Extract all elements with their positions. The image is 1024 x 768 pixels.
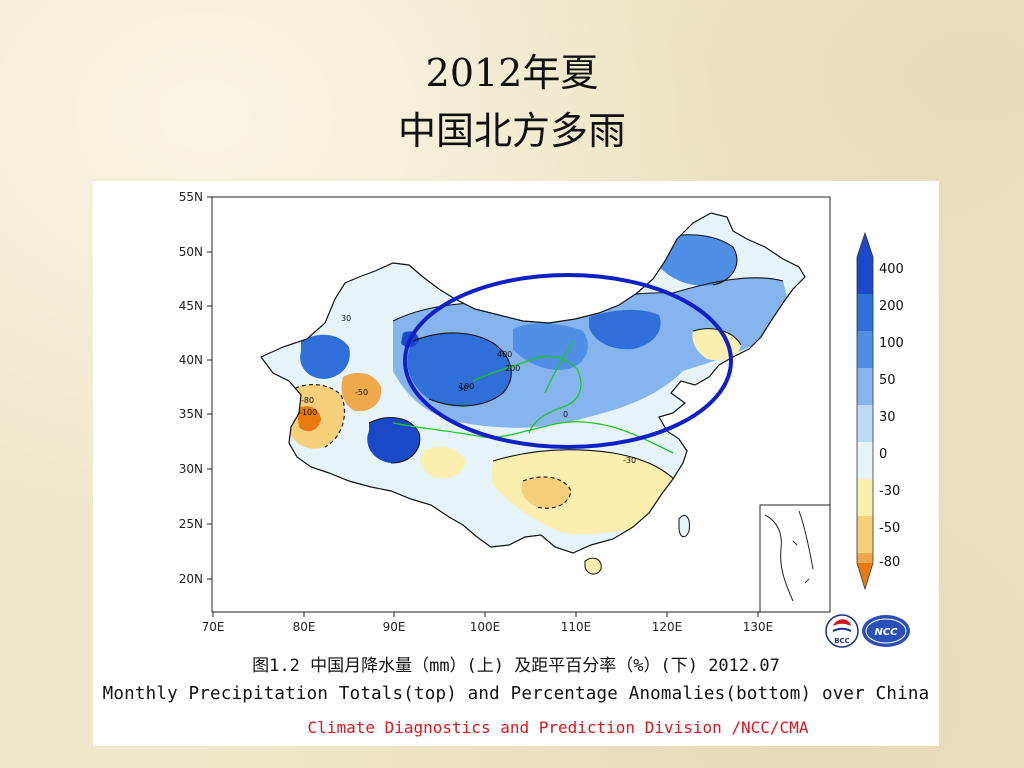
longitude-axis: 70E 80E 90E 100E 110E 120E 130E — [202, 612, 774, 634]
anomaly-region-south-core — [521, 476, 571, 509]
lat-tick-label: 45N — [179, 299, 203, 313]
lon-tick-label: 100E — [470, 620, 501, 634]
anomaly-region-south — [491, 449, 683, 535]
title-line-1: 2012年夏 — [425, 51, 599, 95]
lon-tick-label: 80E — [293, 620, 316, 634]
anomaly-region-west-dry — [297, 406, 321, 432]
lat-tick-label: 30N — [179, 462, 203, 476]
precipitation-map: 50 100 30 0 -30 -50 -80 200 400 -100 55N… — [179, 190, 910, 648]
lon-tick-label: 130E — [743, 620, 774, 634]
contour-label: 0 — [563, 410, 568, 419]
colorbar-label: -30 — [879, 484, 900, 499]
colorbar: 400 200 100 50 30 0 -30 -50 -80 — [856, 231, 904, 591]
lon-tick-label: 90E — [383, 620, 406, 634]
colorbar-segment — [857, 405, 873, 442]
ncc-logo: NCC — [862, 615, 910, 647]
contour-label: 200 — [505, 364, 520, 373]
colorbar-segment — [857, 516, 873, 553]
colorbar-segment — [857, 553, 873, 563]
colorbar-bottom-arrow — [857, 563, 873, 589]
anomaly-region-inner-mongolia — [513, 323, 588, 370]
lon-tick-label: 120E — [652, 620, 683, 634]
colorbar-segment — [857, 257, 873, 294]
colorbar-label: 50 — [879, 373, 896, 388]
inset-coastline — [764, 510, 814, 602]
lat-tick-label: 25N — [179, 517, 203, 531]
colorbar-segment — [857, 331, 873, 368]
colorbar-label: 0 — [879, 447, 887, 462]
colorbar-top-arrow — [857, 233, 873, 257]
colorbar-segment — [857, 479, 873, 516]
contour-label-group: 50 100 30 0 -30 -50 -80 200 400 -100 — [299, 314, 636, 465]
lat-tick-label: 20N — [179, 572, 203, 586]
lat-tick-label: 40N — [179, 353, 203, 367]
colorbar-label: -80 — [879, 555, 900, 570]
contour-label: 400 — [497, 350, 512, 359]
lat-tick-label: 55N — [179, 190, 203, 204]
figure-credit: Climate Diagnostics and Prediction Divis… — [307, 718, 809, 737]
contour-label: 100 — [459, 382, 474, 391]
highlight-ellipse — [403, 273, 733, 449]
china-outline — [260, 212, 806, 554]
contour-label: -50 — [355, 388, 368, 397]
colorbar-segment — [857, 442, 873, 479]
contour-label: 50 — [458, 384, 468, 393]
anomaly-region-north-china — [589, 309, 661, 350]
colorbar-label: 200 — [879, 299, 904, 314]
colorbar-label: 30 — [879, 410, 896, 425]
figure-caption-english: Monthly Precipitation Totals(top) and Pe… — [102, 684, 930, 704]
taiwan-island — [678, 515, 690, 538]
colorbar-label: 100 — [879, 336, 904, 351]
lat-tick-label: 50N — [179, 245, 203, 259]
precipitation-figure: 50 100 30 0 -30 -50 -80 200 400 -100 55N… — [93, 181, 939, 746]
slide-title: 2012年夏 中国北方多雨 — [0, 44, 1024, 160]
hainan-island — [584, 557, 602, 575]
anomaly-region-xinjiang-west — [300, 334, 350, 379]
anomaly-region-northeast — [653, 234, 737, 286]
colorbar-segment — [857, 294, 873, 331]
contour-label: 30 — [341, 314, 351, 323]
anomaly-region-tibet — [367, 417, 420, 463]
contour-label: -100 — [299, 408, 317, 417]
latitude-axis: 55N 50N 45N 40N 35N 30N 25N 20N — [179, 190, 212, 586]
south-china-sea-inset — [759, 504, 831, 613]
bcc-logo-text: BCC — [834, 637, 850, 645]
contour-label: -30 — [623, 456, 636, 465]
anomaly-region-south-xinjiang — [341, 372, 382, 412]
river-lines — [392, 340, 674, 454]
anomaly-region-qinghai — [407, 332, 512, 406]
colorbar-label: -50 — [879, 521, 900, 536]
lat-tick-label: 35N — [179, 407, 203, 421]
figure-caption-chinese: 图1.2 中国月降水量（mm）(上) 及距平百分率（%）(下) 2012.07 — [252, 656, 780, 676]
bcc-logo: BCC — [825, 614, 859, 648]
title-line-2: 中国北方多雨 — [397, 109, 626, 153]
ncc-logo-text: NCC — [874, 627, 898, 638]
lon-tick-label: 70E — [202, 620, 225, 634]
lon-tick-label: 110E — [561, 620, 592, 634]
contour-label: -80 — [301, 396, 314, 405]
colorbar-label: 400 — [879, 262, 904, 277]
colorbar-segment — [857, 368, 873, 405]
anomaly-region-sichuan — [420, 446, 465, 479]
